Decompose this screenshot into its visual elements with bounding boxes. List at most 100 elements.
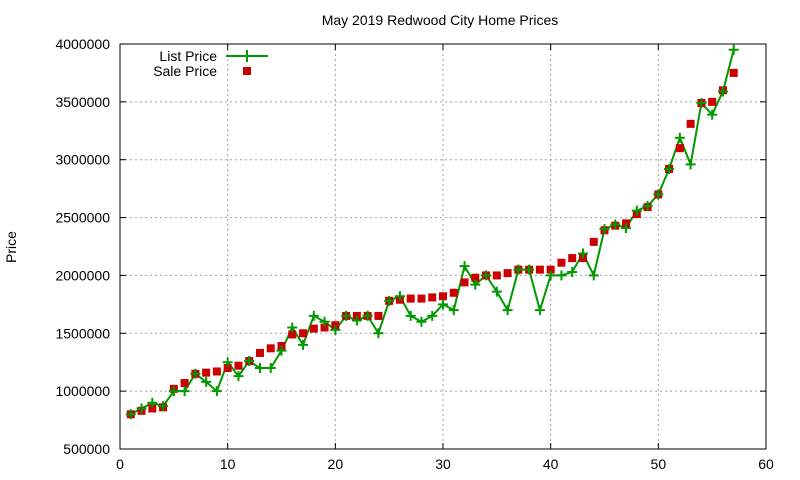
list-price-point [621,222,632,233]
sale-price-point [288,330,297,339]
list-price-point [136,403,147,414]
y-tick-label: 3000000 [55,152,110,168]
y-tick-label: 2500000 [55,210,110,226]
list-price-point [481,270,492,281]
list-price-point [287,322,298,333]
sale-price-point [557,258,566,267]
y-tick-label: 4000000 [55,36,110,52]
list-price-point [158,401,169,412]
list-price-point [438,299,448,310]
list-price-point [125,409,136,420]
list-price-point [244,356,255,367]
list-price-point [599,224,610,235]
y-axis-label: Price [3,231,19,263]
list-price-point [448,305,459,316]
x-tick-label: 0 [116,456,124,472]
sale-price-point [471,273,480,282]
sale-price-point [202,368,211,377]
list-price-point [351,315,362,326]
tick-layer: 0 10 20 30 40 50 60 500000 1000000 1500000 2000000… [55,36,774,472]
sale-price-point [729,68,738,77]
sale-price-point [460,278,469,287]
list-price-point [276,345,287,356]
list-price-point [416,316,427,327]
x-tick-label: 20 [328,456,344,472]
list-price-point [685,159,696,170]
x-tick-label: 10 [220,456,236,472]
sale-price-point [417,294,426,303]
legend-marker-sale-price [243,67,251,75]
list-price-point [394,291,405,302]
list-price-point [610,219,621,230]
y-tick-label: 2000000 [55,267,110,283]
list-price-point [330,324,341,335]
list-price-point [362,310,373,321]
list-price-point [179,386,190,397]
list-price-point [717,86,728,97]
sale-price-point [503,269,512,278]
list-price-point [491,286,502,297]
list-price-point [190,368,201,379]
list-price-point [567,266,578,277]
sale-price-point [568,254,577,263]
sale-price-point [266,344,275,353]
series-layer [125,44,739,420]
x-tick-label: 40 [543,456,559,472]
sale-price-point [535,265,544,274]
sale-price-point [546,265,555,274]
y-tick-label: 1000000 [55,383,110,399]
list-price-point [147,397,158,408]
sale-price-point [675,144,684,153]
sale-price-point [708,97,717,106]
list-price-point [707,109,718,120]
legend-label-sale-price: Sale Price [153,63,217,79]
list-price-point [319,316,330,327]
list-price-point [201,376,212,387]
list-price-point [222,357,233,368]
list-price-point [664,163,675,174]
x-tick-label: 60 [758,456,774,472]
list-price-point [696,98,707,109]
list-price-point [513,264,524,275]
sale-price-point [223,364,232,372]
list-price-point [211,386,222,397]
sale-price-point [180,379,189,388]
sale-price-point [492,271,501,280]
list-price-point [233,371,244,382]
sale-price-point [374,311,383,320]
list-price-point [308,310,319,321]
list-price-point [524,264,535,275]
sale-price-point [234,361,243,370]
list-price-point [556,270,567,281]
list-price-point [459,261,470,272]
legend-marker-list-price [241,50,253,62]
list-price-point [384,295,395,306]
y-tick-label: 3500000 [55,94,110,110]
list-price-point [728,44,739,55]
list-price-point [265,363,276,373]
list-price-point [631,205,642,216]
list-price-line [130,49,735,416]
legend: List Price Sale Price [153,48,268,79]
sale-price-point [299,329,308,338]
sale-price-point [686,119,695,128]
list-price-point [588,270,599,281]
sale-price-point [320,323,329,332]
legend-label-list-price: List Price [159,48,217,64]
sale-price-point [148,404,157,413]
list-price-point [298,339,309,350]
list-price-point [168,386,179,397]
list-price-point [405,310,416,321]
list-price-point [254,363,265,373]
chart-title: May 2019 Redwood City Home Prices [322,12,559,28]
sale-price-point [255,348,264,357]
sale-price-point [449,288,458,297]
sale-price-point [589,237,598,246]
sale-price-point [439,292,447,301]
list-price-point [577,248,588,259]
list-price-point [502,305,513,316]
list-price-point [470,279,481,290]
list-price-point [674,132,685,143]
